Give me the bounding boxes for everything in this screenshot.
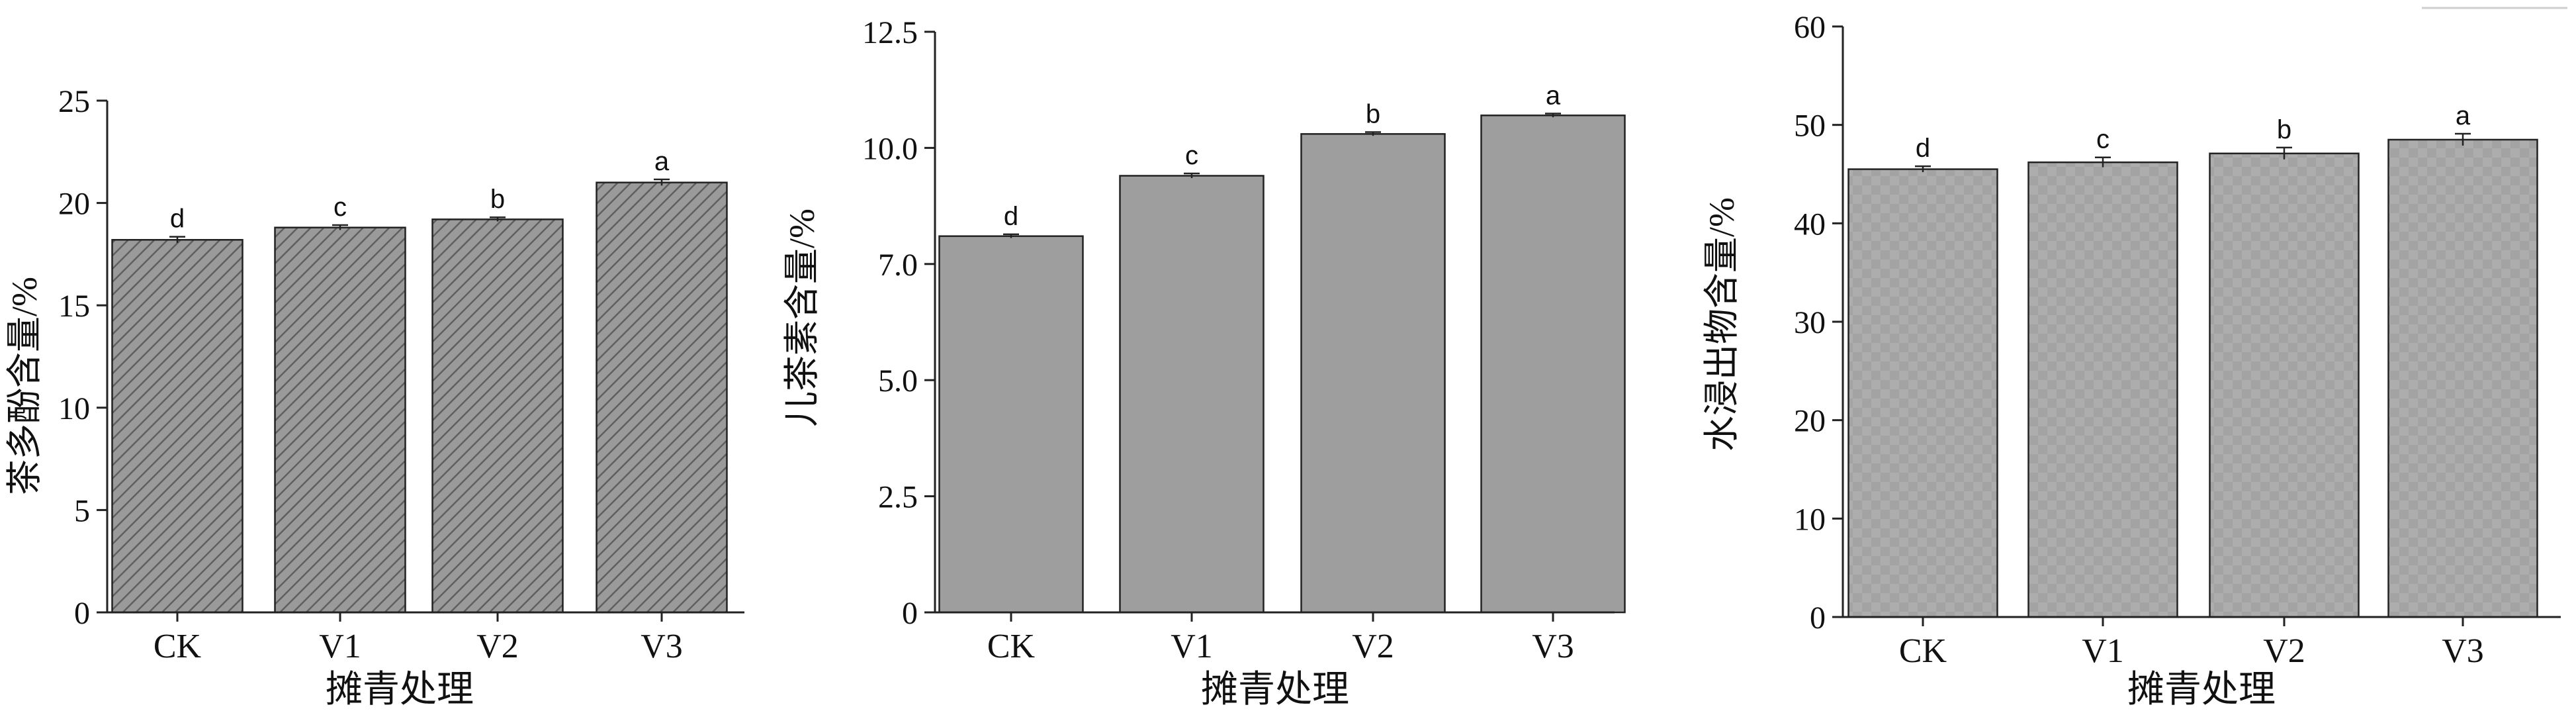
chart-1-x-tick-label: CK	[987, 628, 1036, 665]
chart-1-y-tick-label: 12.5	[862, 15, 918, 50]
chart-2-y-tick-label: 0	[1810, 600, 1826, 636]
chart-0-x-tick-label: V1	[319, 628, 361, 665]
chart-1-x-tick-label: V2	[1352, 628, 1394, 665]
chart-0-y-tick-label: 5	[74, 493, 90, 528]
chart-2-significance-label: c	[2096, 125, 2110, 154]
panel-tea-polyphenols: d c b a 0 5 10 15 20 25 CK V1 V2 V3 摊青处理 茶多酚含量/%	[5, 84, 744, 710]
chart-1-x-tick-label: V3	[1532, 628, 1574, 665]
chart-2-x-axis-label: 摊青处理	[2127, 669, 2276, 710]
chart-1-axes: 0 2.5 5.0 7.0 10.0 12.5 CK V1 V2 V3	[862, 15, 1615, 665]
chart-0-x-tick-label: V2	[476, 628, 519, 665]
chart-0-x-tick-label: V3	[641, 628, 683, 665]
chart-2-axes: 0 10 20 30 40 50 60 CK V1 V2 V3	[1794, 10, 2561, 670]
chart-0-y-tick-label: 0	[74, 596, 90, 631]
chart-0-significance-label: a	[654, 147, 670, 176]
chart-1-y-tick-label: 2.5	[878, 480, 918, 515]
panel-catechins: d c b a 0 2.5 5.0 7.0 10.0 12.5 CK V1 V2 V3 摊青处理 儿茶素…	[782, 15, 1626, 710]
chart-1-y-tick-label: 5.0	[878, 363, 918, 399]
chart-2-x-tick-label: CK	[1899, 632, 1947, 670]
panel-water-extract: d c b a 0 10 20 30 40 50 60 CK V1 V2 V3 摊青处理 水浸出物含量/%	[1702, 10, 2561, 710]
chart-2-x-tick-label: V3	[2442, 632, 2484, 670]
chart-0-y-tick-label: 10	[58, 391, 90, 426]
chart-2-y-tick-label: 40	[1794, 207, 1826, 242]
chart-2-y-tick-label: 60	[1794, 10, 1826, 45]
chart-0-bar-V3	[596, 181, 728, 614]
chart-2-bar-CK	[1847, 168, 1998, 618]
chart-2-bar-V2	[2209, 152, 2360, 618]
chart-0-bar-V1	[274, 226, 406, 614]
chart-1-significance-label: b	[1366, 100, 1380, 129]
chart-1-y-tick-label: 0	[902, 596, 918, 631]
chart-2-y-axis-label: 水浸出物含量/%	[1702, 197, 1742, 452]
chart-1-y-axis-label: 儿茶素含量/%	[782, 209, 822, 427]
chart-0-y-axis-label: 茶多酚含量/%	[5, 277, 44, 495]
chart-2-y-tick-label: 10	[1794, 502, 1826, 537]
chart-1-bar-V2	[1300, 133, 1446, 614]
chart-0-x-tick-label: CK	[154, 628, 202, 665]
chart-1-significance-label: d	[1004, 202, 1018, 231]
chart-0-bar-CK	[111, 239, 244, 614]
chart-1-y-tick-label: 10.0	[862, 131, 918, 166]
chart-0-y-tick-label: 20	[58, 187, 90, 222]
chart-0-axes: 0 5 10 15 20 25 CK V1 V2 V3	[58, 84, 744, 665]
chart-2-bars: d c b a	[1847, 101, 2538, 618]
chart-0-bar-V2	[431, 218, 564, 614]
chart-0-significance-label: c	[333, 193, 347, 222]
chart-1-bar-V1	[1119, 175, 1265, 614]
chart-2-significance-label: d	[1916, 134, 1930, 163]
chart-0-bars: d c b a	[111, 147, 728, 614]
chart-1-bar-CK	[938, 235, 1084, 614]
chart-0-x-axis-label: 摊青处理	[326, 669, 474, 710]
chart-0-significance-label: d	[170, 205, 185, 234]
chart-1-significance-label: a	[1546, 81, 1561, 110]
chart-1-y-tick-label: 7.0	[878, 248, 918, 283]
chart-2-significance-label: b	[2277, 115, 2291, 144]
chart-2-bar-V1	[2027, 161, 2178, 618]
chart-2-y-tick-label: 50	[1794, 109, 1826, 144]
chart-2-y-tick-label: 30	[1794, 305, 1826, 340]
chart-0-y-tick-label: 15	[58, 289, 90, 324]
chart-2-x-tick-label: V1	[2082, 632, 2124, 670]
chart-0-y-tick-label: 25	[58, 84, 90, 119]
chart-1-bar-V3	[1480, 115, 1626, 614]
chart-0-significance-label: b	[490, 185, 505, 214]
chart-1-significance-label: c	[1185, 141, 1198, 170]
chart-2-y-tick-label: 20	[1794, 404, 1826, 439]
chart-1-x-tick-label: V1	[1171, 628, 1213, 665]
chart-2-significance-label: a	[2456, 101, 2471, 130]
chart-2-bar-V3	[2387, 138, 2538, 618]
chart-1-x-axis-label: 摊青处理	[1201, 669, 1349, 710]
chart-1-bars: d c b a	[938, 81, 1626, 614]
chart-2-x-tick-label: V2	[2263, 632, 2305, 670]
